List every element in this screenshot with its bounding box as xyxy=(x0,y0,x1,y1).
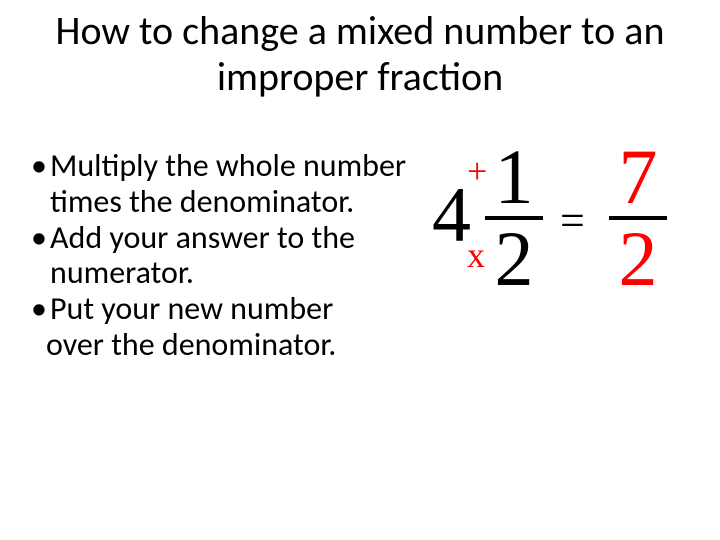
whole-number: 4 xyxy=(432,170,471,260)
bullet-text: Multiply the whole number times the deno… xyxy=(50,148,418,220)
list-item: • Multiply the whole number times the de… xyxy=(28,148,418,220)
result-numerator: 7 xyxy=(609,138,667,216)
list-item-continuation: over the denominator. xyxy=(28,327,418,363)
list-item: • Put your new number xyxy=(28,291,418,327)
bullet-marker: • xyxy=(28,148,50,184)
list-item: • Add your answer to the numerator. xyxy=(28,220,418,292)
result-fraction: 7 2 xyxy=(609,138,667,298)
equals-sign: = xyxy=(560,195,585,246)
result-denominator: 2 xyxy=(609,220,667,298)
mixed-numerator: 1 xyxy=(485,138,543,216)
bullet-list: • Multiply the whole number times the de… xyxy=(28,148,418,363)
times-operator: x xyxy=(467,234,485,276)
slide-title: How to change a mixed number to an impro… xyxy=(20,8,700,100)
mixed-denominator: 2 xyxy=(485,220,543,298)
bullet-text: over the denominator. xyxy=(46,327,418,363)
bullet-marker: • xyxy=(28,291,50,327)
bullet-text: Put your new number xyxy=(50,291,418,327)
plus-operator: + xyxy=(467,150,487,192)
slide: How to change a mixed number to an impro… xyxy=(0,0,720,540)
bullet-marker: • xyxy=(28,220,50,256)
bullet-text: Add your answer to the numerator. xyxy=(50,220,418,292)
mixed-fraction: 1 2 xyxy=(485,138,543,298)
